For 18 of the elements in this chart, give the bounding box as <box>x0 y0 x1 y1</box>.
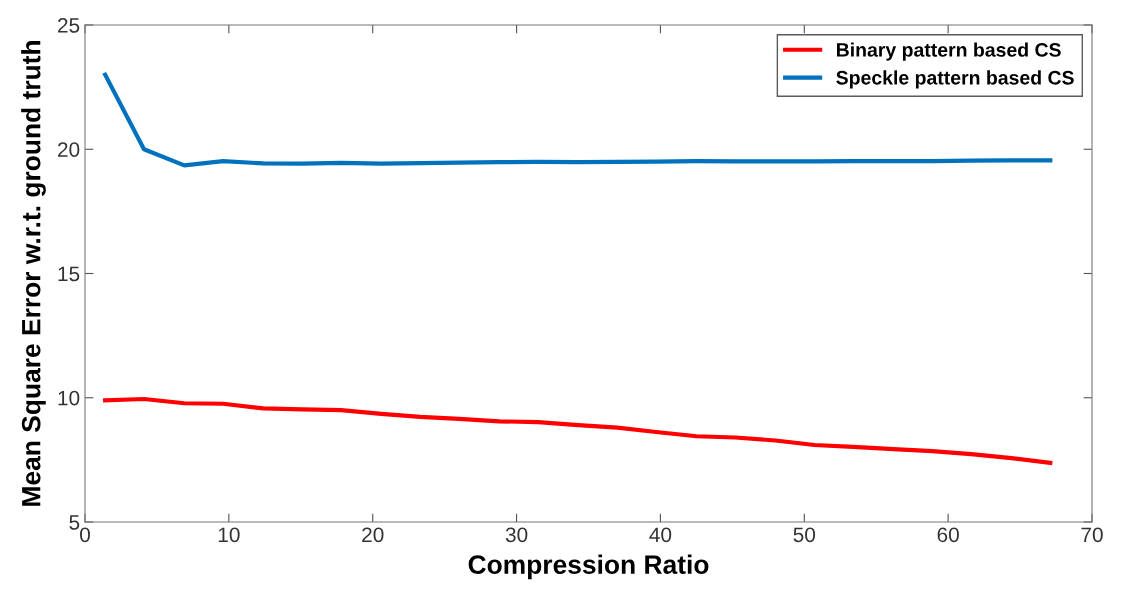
x-tick-label: 70 <box>1081 527 1103 543</box>
y-axis-title: Mean Square Error w.r.t. ground truth <box>21 41 46 506</box>
legend-label: Binary pattern based CS <box>837 42 1061 61</box>
x-tick-label: 30 <box>505 527 528 543</box>
x-axis-title: Compression Ratio <box>468 554 709 580</box>
legend-label: Speckle pattern based CS <box>836 70 1074 89</box>
y-tick-label: 10 <box>58 390 80 406</box>
x-tick-label: 0 <box>80 527 90 543</box>
x-tick-label: 60 <box>937 527 959 543</box>
x-tick-label: 40 <box>649 527 672 543</box>
x-tick-label: 50 <box>793 527 816 543</box>
line-series <box>103 396 1053 465</box>
y-tick-label: 25 <box>58 18 80 33</box>
x-tick-label: 20 <box>362 527 384 543</box>
y-tick-label: 5 <box>69 515 80 530</box>
x-tick-label: 10 <box>218 527 240 543</box>
y-tick-label: 15 <box>58 266 80 282</box>
y-tick-label: 20 <box>58 142 80 157</box>
